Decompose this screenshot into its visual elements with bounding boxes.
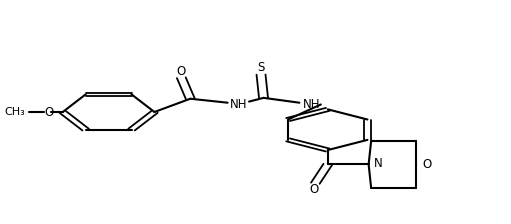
Text: NH: NH — [230, 98, 248, 111]
Text: O: O — [422, 158, 432, 171]
Text: O: O — [177, 65, 186, 78]
Text: O: O — [44, 106, 54, 118]
Text: N: N — [374, 157, 382, 170]
Text: O: O — [310, 183, 319, 196]
Text: CH₃: CH₃ — [4, 107, 25, 117]
Text: S: S — [258, 61, 265, 74]
Text: NH: NH — [303, 98, 320, 111]
